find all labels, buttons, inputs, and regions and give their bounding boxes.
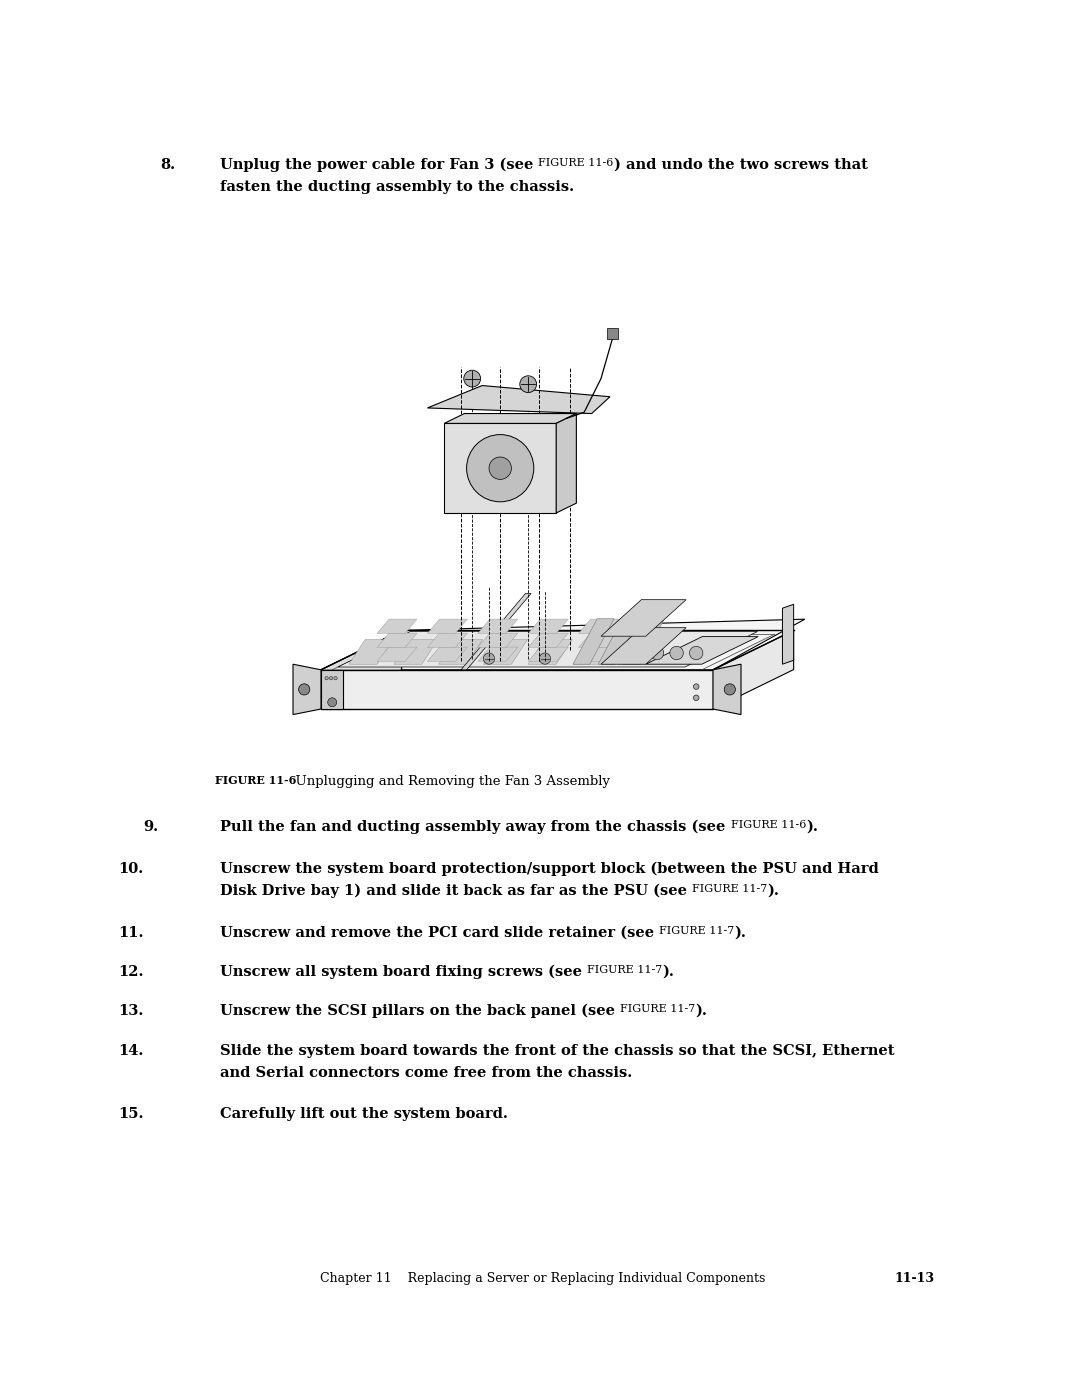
Text: ).: ). — [662, 965, 674, 979]
Polygon shape — [600, 627, 686, 664]
Text: 11-13: 11-13 — [895, 1273, 935, 1285]
Polygon shape — [618, 640, 662, 664]
Polygon shape — [600, 599, 686, 636]
Text: Slide the system board towards the front of the chassis so that the SCSI, Ethern: Slide the system board towards the front… — [220, 1044, 894, 1058]
Text: Unscrew all system board fixing screws (see: Unscrew all system board fixing screws (… — [220, 965, 588, 979]
Circle shape — [650, 647, 664, 659]
Circle shape — [463, 370, 481, 387]
Text: Unscrew and remove the PCI card slide retainer (see: Unscrew and remove the PCI card slide re… — [220, 926, 659, 940]
Circle shape — [693, 683, 699, 689]
Text: 11.: 11. — [119, 926, 144, 940]
Text: 9.: 9. — [143, 820, 158, 834]
Polygon shape — [477, 633, 518, 647]
Text: ).: ). — [734, 926, 746, 940]
Text: 8.: 8. — [160, 158, 175, 172]
Text: ) and undo the two screws that: ) and undo the two screws that — [613, 158, 867, 172]
Circle shape — [689, 647, 703, 659]
Text: FIGURE 11-6: FIGURE 11-6 — [539, 158, 613, 168]
Polygon shape — [713, 630, 794, 710]
Polygon shape — [528, 647, 568, 661]
Circle shape — [725, 683, 735, 694]
Polygon shape — [528, 619, 568, 633]
Polygon shape — [623, 619, 664, 664]
Polygon shape — [579, 619, 619, 633]
Circle shape — [670, 647, 684, 659]
Text: 15.: 15. — [119, 1106, 144, 1120]
Text: ).: ). — [696, 1004, 707, 1018]
Circle shape — [329, 676, 333, 680]
Polygon shape — [573, 640, 617, 664]
Polygon shape — [438, 640, 483, 664]
Polygon shape — [573, 619, 615, 664]
Polygon shape — [556, 414, 577, 513]
Polygon shape — [321, 669, 713, 710]
Circle shape — [325, 676, 328, 680]
Circle shape — [519, 376, 537, 393]
Polygon shape — [377, 647, 417, 661]
Polygon shape — [461, 594, 531, 669]
Text: FIGURE 11-6: FIGURE 11-6 — [730, 820, 806, 830]
Text: FIGURE 11-7: FIGURE 11-7 — [692, 884, 768, 894]
Circle shape — [539, 652, 551, 664]
Polygon shape — [338, 631, 757, 666]
Polygon shape — [444, 423, 556, 513]
Text: fasten the ducting assembly to the chassis.: fasten the ducting assembly to the chass… — [220, 179, 575, 194]
Text: 12.: 12. — [119, 965, 144, 979]
Circle shape — [327, 697, 337, 707]
Polygon shape — [782, 605, 794, 664]
Polygon shape — [598, 619, 639, 664]
Polygon shape — [646, 637, 758, 664]
Circle shape — [298, 683, 310, 694]
Polygon shape — [428, 647, 468, 661]
Polygon shape — [607, 328, 618, 339]
Text: Unscrew the SCSI pillars on the back panel (see: Unscrew the SCSI pillars on the back pan… — [220, 1004, 620, 1018]
Text: 10.: 10. — [119, 862, 144, 876]
Circle shape — [489, 457, 512, 479]
Polygon shape — [528, 640, 572, 664]
Polygon shape — [428, 619, 468, 633]
Text: 14.: 14. — [119, 1044, 144, 1058]
Polygon shape — [321, 619, 805, 669]
Text: Chapter 11    Replacing a Server or Replacing Individual Components: Chapter 11 Replacing a Server or Replaci… — [320, 1273, 766, 1285]
Text: Unplugging and Removing the Fan 3 Assembly: Unplugging and Removing the Fan 3 Assemb… — [287, 775, 610, 788]
Text: 13.: 13. — [119, 1004, 144, 1018]
Polygon shape — [484, 640, 527, 664]
Text: FIGURE 11-7: FIGURE 11-7 — [588, 965, 662, 975]
Polygon shape — [528, 633, 568, 647]
Polygon shape — [377, 619, 417, 633]
Text: FIGURE 11-7: FIGURE 11-7 — [620, 1004, 696, 1014]
Polygon shape — [428, 633, 468, 647]
Text: FIGURE 11-7: FIGURE 11-7 — [659, 926, 734, 936]
Polygon shape — [713, 664, 741, 715]
Polygon shape — [579, 647, 619, 661]
Text: FIGURE 11-6: FIGURE 11-6 — [215, 775, 296, 787]
Polygon shape — [579, 633, 619, 647]
Circle shape — [484, 652, 495, 664]
Text: Carefully lift out the system board.: Carefully lift out the system board. — [220, 1106, 508, 1120]
Polygon shape — [444, 414, 577, 423]
Circle shape — [693, 694, 699, 701]
Text: Pull the fan and ducting assembly away from the chassis (see: Pull the fan and ducting assembly away f… — [220, 820, 730, 834]
Polygon shape — [477, 619, 518, 633]
Text: ).: ). — [768, 884, 780, 898]
Polygon shape — [428, 386, 610, 414]
Text: Unscrew the system board protection/support block (between the PSU and Hard: Unscrew the system board protection/supp… — [220, 862, 879, 876]
Polygon shape — [349, 640, 393, 664]
Text: and Serial connectors come free from the chassis.: and Serial connectors come free from the… — [220, 1066, 632, 1080]
Polygon shape — [477, 647, 518, 661]
Polygon shape — [293, 664, 321, 715]
Polygon shape — [377, 633, 417, 647]
Circle shape — [467, 434, 534, 502]
Polygon shape — [321, 630, 402, 710]
Polygon shape — [394, 640, 437, 664]
Circle shape — [334, 676, 337, 680]
Text: Unplug the power cable for Fan 3 (see: Unplug the power cable for Fan 3 (see — [220, 158, 539, 172]
Text: Disk Drive bay 1) and slide it back as far as the PSU (see: Disk Drive bay 1) and slide it back as f… — [220, 884, 692, 898]
Text: ).: ). — [806, 820, 818, 834]
Polygon shape — [321, 669, 343, 710]
